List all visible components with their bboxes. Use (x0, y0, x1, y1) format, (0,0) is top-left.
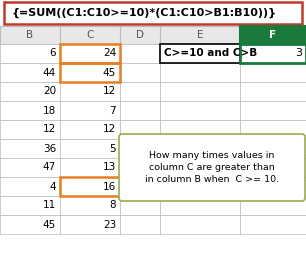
Text: D: D (136, 30, 144, 40)
Bar (120, 63, 160, 82)
Bar (60, 177, 120, 196)
Bar (0, 177, 60, 196)
Bar (60, 63, 120, 82)
Bar (240, 44, 306, 63)
Text: F: F (270, 30, 277, 40)
Bar (0, 215, 60, 234)
Text: 20: 20 (43, 87, 56, 97)
Bar (120, 177, 160, 196)
Bar (240, 177, 306, 196)
Bar (60, 26, 120, 44)
Bar (0, 139, 60, 158)
Bar (160, 82, 240, 101)
Bar (60, 158, 120, 177)
Bar (60, 215, 120, 234)
Bar (240, 158, 306, 177)
Bar (160, 120, 240, 139)
Text: 11: 11 (43, 200, 56, 211)
Text: 6: 6 (49, 48, 56, 59)
Text: 47: 47 (43, 162, 56, 172)
Bar (60, 63, 120, 82)
Bar (120, 120, 160, 139)
Bar (240, 139, 306, 158)
Bar (0, 26, 60, 44)
Text: 3: 3 (295, 48, 302, 59)
Text: C: C (86, 30, 94, 40)
Text: 13: 13 (103, 162, 116, 172)
Bar (60, 196, 120, 215)
Text: 8: 8 (109, 200, 116, 211)
Bar (0, 120, 60, 139)
Bar (160, 177, 240, 196)
Text: 44: 44 (43, 68, 56, 77)
Bar (0, 196, 60, 215)
Bar (60, 139, 120, 158)
Bar (60, 177, 120, 196)
Bar (120, 82, 160, 101)
Text: 23: 23 (103, 219, 116, 229)
Bar (160, 101, 240, 120)
Text: 12: 12 (103, 87, 116, 97)
Bar (240, 82, 306, 101)
Text: 24: 24 (103, 48, 116, 59)
Bar (160, 63, 240, 82)
Bar (240, 215, 306, 234)
Text: B: B (26, 30, 34, 40)
Bar (120, 196, 160, 215)
Bar (160, 196, 240, 215)
Bar (120, 44, 160, 63)
Bar (120, 101, 160, 120)
Bar (160, 139, 240, 158)
Bar (120, 26, 160, 44)
Text: 12: 12 (43, 125, 56, 134)
Bar (160, 44, 240, 63)
Bar (160, 26, 240, 44)
Bar (0, 63, 60, 82)
Bar (160, 215, 240, 234)
Text: 45: 45 (43, 219, 56, 229)
Bar (0, 82, 60, 101)
Bar (0, 101, 60, 120)
Bar (240, 120, 306, 139)
Bar (240, 63, 306, 82)
Text: 5: 5 (109, 143, 116, 154)
Text: 18: 18 (43, 105, 56, 116)
Bar (240, 44, 306, 63)
Bar (120, 139, 160, 158)
Bar (60, 44, 120, 63)
Text: 12: 12 (103, 125, 116, 134)
Text: 45: 45 (103, 68, 116, 77)
Bar (60, 120, 120, 139)
Bar (4, 2, 302, 24)
Text: 7: 7 (109, 105, 116, 116)
Text: 4: 4 (49, 182, 56, 191)
Bar (60, 44, 120, 63)
Text: How many times values in
column C are greater than
in column B when  C >= 10.: How many times values in column C are gr… (145, 150, 279, 184)
FancyBboxPatch shape (119, 134, 305, 201)
Text: 36: 36 (43, 143, 56, 154)
Text: C>=10 and C>B: C>=10 and C>B (164, 48, 257, 59)
Text: {=SUM((C1:C10>=10)*(C1:C10>B1:B10))}: {=SUM((C1:C10>=10)*(C1:C10>B1:B10))} (12, 8, 277, 18)
Bar (0, 158, 60, 177)
Bar (120, 215, 160, 234)
Text: E: E (197, 30, 203, 40)
Bar (160, 158, 240, 177)
Bar (240, 196, 306, 215)
Bar (160, 44, 240, 63)
Bar (240, 26, 306, 44)
Bar (0, 44, 60, 63)
Bar (240, 101, 306, 120)
Text: 16: 16 (103, 182, 116, 191)
Bar (60, 101, 120, 120)
Bar (60, 82, 120, 101)
Bar (120, 158, 160, 177)
